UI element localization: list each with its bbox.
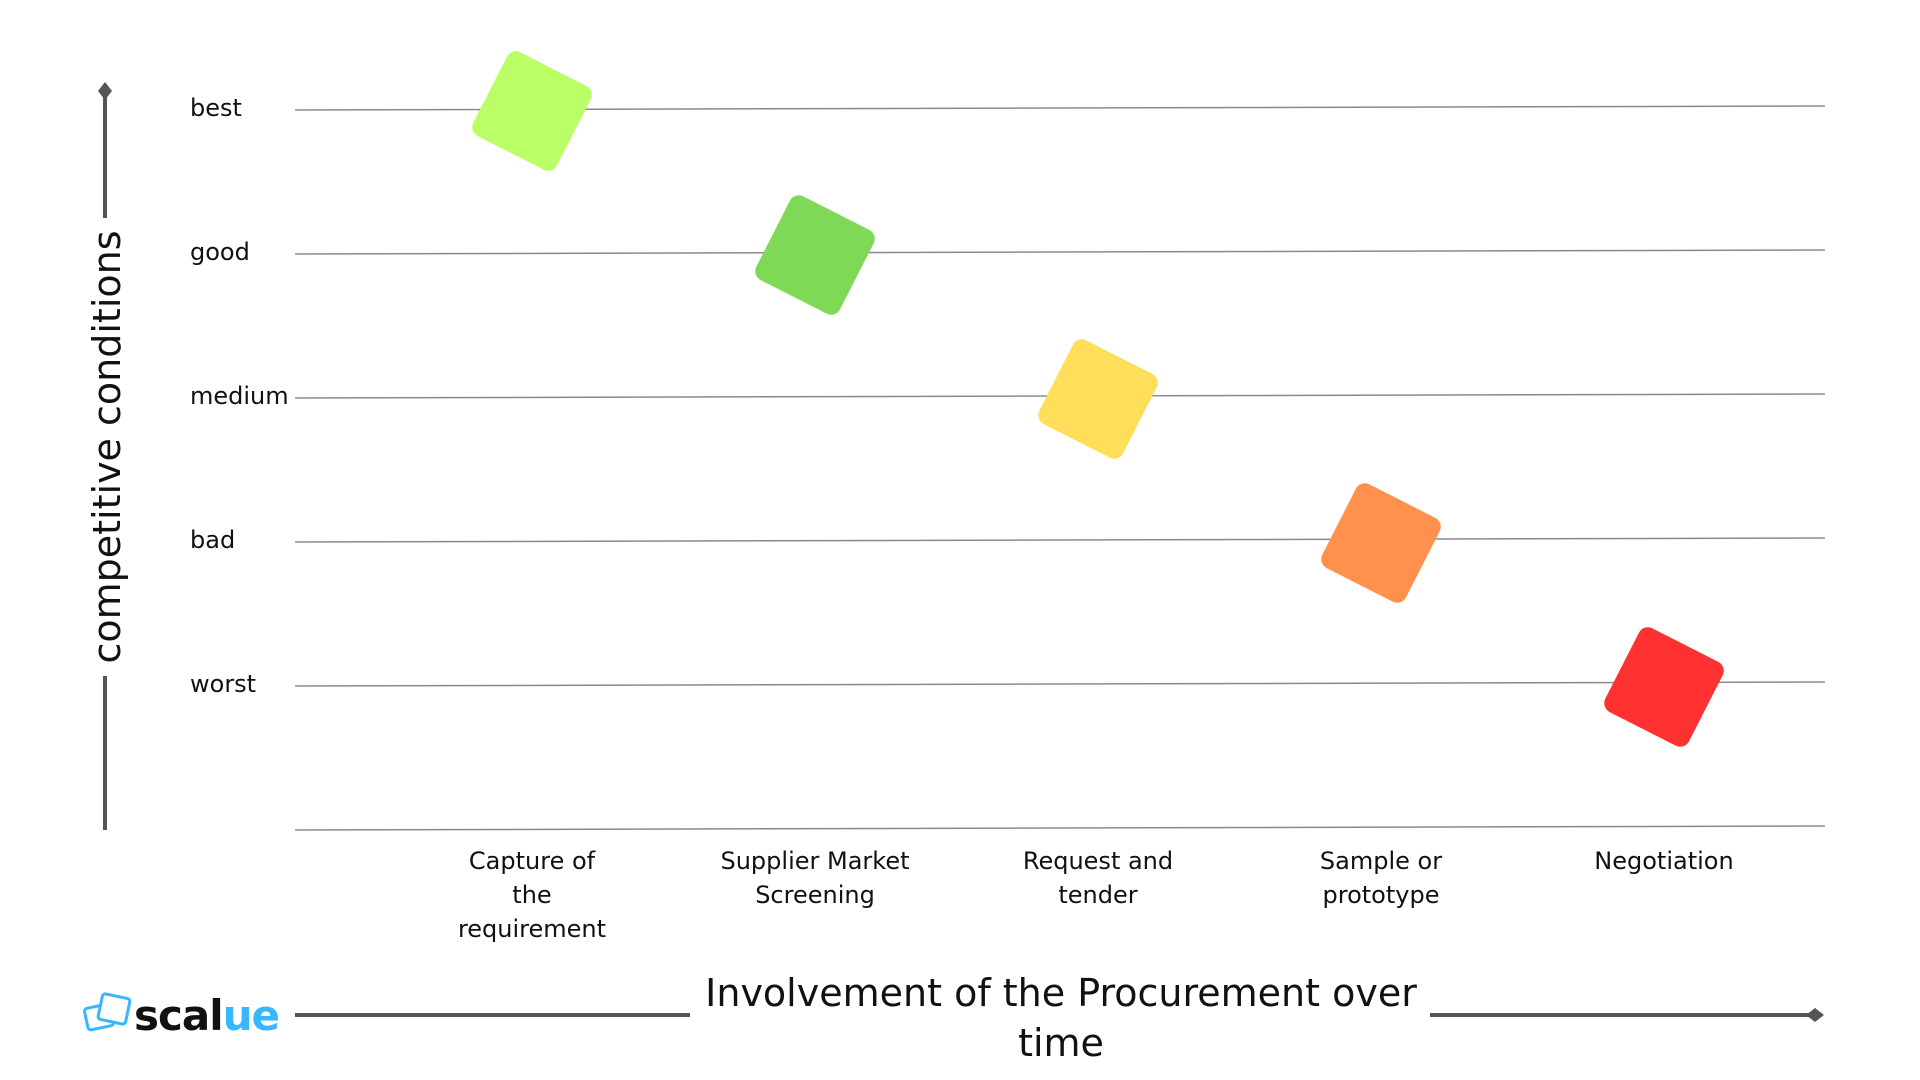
- data-point-best: [472, 51, 592, 171]
- y-tick-label-best: best: [190, 94, 242, 122]
- x-tick-label-line: tender: [1058, 881, 1137, 909]
- gridline-baseline: [294, 825, 1826, 831]
- logo-text-dark: scal: [134, 991, 223, 1040]
- data-point-worst: [1604, 627, 1724, 747]
- gridline-good: [294, 249, 1826, 255]
- data-point-bad: [1321, 483, 1441, 603]
- y-tick-label-bad: bad: [190, 526, 235, 554]
- logo-text: scalue: [134, 991, 279, 1040]
- x-tick-label-line: prototype: [1323, 881, 1440, 909]
- gridline-bad: [294, 537, 1826, 543]
- y-tick-labels: best good medium bad worst: [190, 94, 289, 698]
- stacked-squares-icon: [83, 992, 132, 1032]
- x-tick-label-line: Request and: [1023, 847, 1173, 875]
- x-axis: Involvement of the Procurement over time: [295, 971, 1824, 1065]
- y-tick-label-good: good: [190, 238, 250, 266]
- data-point-medium: [1038, 339, 1158, 459]
- x-axis-title-line-2: time: [1018, 1021, 1104, 1065]
- x-tick-label-line: Screening: [755, 881, 875, 909]
- x-tick-label-1: Capture of the requirement: [458, 847, 606, 943]
- y-axis-title: competitive conditions: [85, 230, 129, 663]
- y-tick-label-medium: medium: [190, 382, 289, 410]
- x-tick-label-2: Supplier Market Screening: [720, 847, 909, 909]
- data-point-good: [755, 195, 875, 315]
- x-axis-title-line-1: Involvement of the Procurement over: [705, 971, 1417, 1015]
- x-tick-label-line: Capture of: [469, 847, 596, 875]
- y-axis-arrowhead: [98, 82, 112, 100]
- x-tick-label-line: requirement: [458, 915, 606, 943]
- x-tick-label-5: Negotiation: [1594, 847, 1733, 875]
- gridlines: [294, 105, 1826, 831]
- y-axis: competitive conditions: [85, 82, 129, 830]
- y-tick-label-worst: worst: [190, 670, 256, 698]
- x-axis-arrowhead: [1806, 1008, 1824, 1022]
- x-tick-label-line: Negotiation: [1594, 847, 1733, 875]
- gridline-worst: [294, 681, 1826, 687]
- x-tick-label-3: Request and tender: [1023, 847, 1173, 909]
- x-tick-label-4: Sample or prototype: [1320, 847, 1442, 909]
- x-tick-label-line: the: [512, 881, 551, 909]
- logo-text-accent: ue: [223, 991, 279, 1040]
- x-tick-label-line: Sample or: [1320, 847, 1442, 875]
- scalue-logo: scalue: [83, 991, 280, 1040]
- data-points: [472, 51, 1724, 747]
- x-tick-label-line: Supplier Market: [720, 847, 909, 875]
